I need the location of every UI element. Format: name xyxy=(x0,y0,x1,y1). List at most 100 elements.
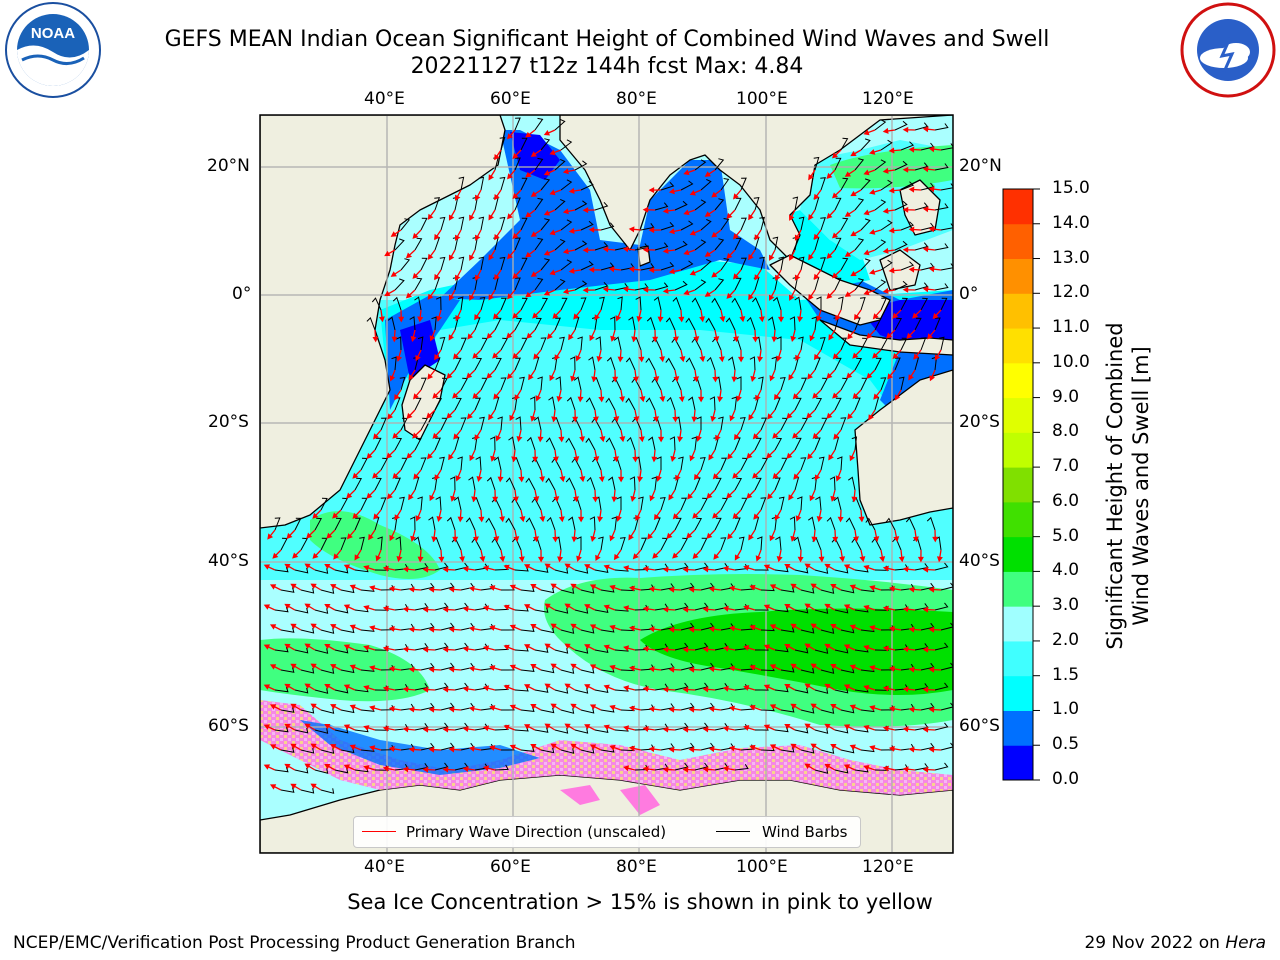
wind-barb xyxy=(555,376,562,391)
wave-direction-arrow xyxy=(573,309,582,320)
wave-direction-arrow xyxy=(571,529,578,543)
wave-direction-arrow xyxy=(642,286,656,293)
wave-direction-arrow xyxy=(668,706,682,713)
wave-direction-arrow xyxy=(832,229,842,239)
wind-barb xyxy=(800,588,815,594)
wind-barb xyxy=(453,496,462,511)
wave-direction-arrow xyxy=(668,489,676,501)
wave-direction-arrow xyxy=(408,626,422,633)
wave-direction-arrow xyxy=(912,309,922,319)
wave-direction-arrow xyxy=(269,744,282,751)
wave-direction-arrow xyxy=(349,744,362,751)
lon-label-bottom-120e: 120°E xyxy=(862,857,914,877)
wave-direction-arrow xyxy=(869,229,882,235)
wind-barb xyxy=(560,219,573,231)
colorbar-tick-label: 15.0 xyxy=(1052,178,1090,198)
wind-barb xyxy=(678,456,684,471)
wave-direction-arrow xyxy=(388,745,402,752)
wave-direction-arrow xyxy=(792,389,802,400)
wind-barb xyxy=(860,178,871,191)
wind-barb xyxy=(854,158,865,171)
wind-barb xyxy=(540,337,547,351)
wave-direction-arrow xyxy=(818,549,825,563)
wave-direction-arrow xyxy=(777,309,785,323)
wave-direction-arrow xyxy=(428,586,442,593)
wave-direction-arrow xyxy=(804,763,816,771)
wave-direction-arrow xyxy=(552,309,562,319)
wave-direction-arrow xyxy=(771,329,778,343)
wave-direction-arrow xyxy=(790,583,802,591)
wave-direction-arrow xyxy=(688,666,702,673)
wind-barb xyxy=(705,317,716,331)
wave-direction-arrow xyxy=(784,643,796,651)
wind-barb xyxy=(720,497,729,511)
wave-direction-arrow xyxy=(476,469,483,483)
wave-direction-arrow xyxy=(584,564,596,571)
wind-barb xyxy=(880,297,888,311)
wave-direction-arrow xyxy=(284,643,296,651)
wave-direction-arrow xyxy=(692,509,702,519)
wind-barb xyxy=(520,257,528,271)
wave-direction-arrow xyxy=(653,369,660,383)
wave-direction-arrow xyxy=(728,625,742,632)
wave-direction-arrow xyxy=(378,309,385,323)
wave-direction-arrow xyxy=(494,229,502,241)
wave-direction-arrow xyxy=(462,646,476,652)
wave-direction-arrow xyxy=(489,585,502,591)
wave-direction-arrow xyxy=(648,746,662,753)
wave-direction-arrow xyxy=(537,429,544,443)
wave-direction-arrow xyxy=(844,169,856,177)
wave-direction-arrow xyxy=(343,604,356,611)
wave-direction-arrow xyxy=(402,606,416,613)
wave-direction-arrow xyxy=(466,409,476,420)
wave-direction-arrow xyxy=(592,489,599,503)
wave-direction-arrow xyxy=(486,369,496,379)
wave-direction-arrow xyxy=(267,529,276,540)
wave-direction-arrow xyxy=(868,409,876,421)
wind-barb xyxy=(794,437,802,451)
wave-direction-arrow xyxy=(408,666,422,673)
wave-direction-arrow xyxy=(452,529,459,543)
wind-barb xyxy=(485,517,496,531)
wind-barb xyxy=(294,767,309,774)
wave-direction-arrow xyxy=(523,604,536,611)
wave-direction-arrow xyxy=(653,509,662,521)
wave-direction-arrow xyxy=(776,349,782,362)
wind-barb xyxy=(568,516,576,531)
wave-direction-arrow xyxy=(713,329,720,343)
wind-barb xyxy=(840,707,855,714)
wave-direction-arrow xyxy=(468,665,482,672)
wave-direction-legend-label: Primary Wave Direction (unscaled) xyxy=(406,823,667,841)
wave-direction-arrow xyxy=(808,289,816,301)
wave-direction-arrow xyxy=(702,726,716,733)
wave-direction-arrow xyxy=(772,469,782,479)
wind-barb xyxy=(588,356,596,371)
wave-direction-arrow xyxy=(432,389,442,399)
wave-direction-arrow xyxy=(693,369,699,383)
wave-direction-arrow xyxy=(846,369,856,379)
wind-barb xyxy=(600,222,615,231)
wind-barb xyxy=(431,316,437,331)
wave-direction-arrow xyxy=(732,469,742,479)
wave-direction-arrow xyxy=(886,329,896,339)
wind-barb xyxy=(460,337,467,351)
wind-barb xyxy=(574,688,589,694)
wave-direction-arrow xyxy=(908,706,922,713)
wave-direction-arrow xyxy=(882,645,896,652)
wind-barb xyxy=(374,437,382,451)
wind-barb xyxy=(554,608,569,614)
wind-barb xyxy=(894,240,908,251)
wind-barb xyxy=(754,477,762,491)
wind-barb xyxy=(669,436,676,451)
wind-barb xyxy=(646,316,656,331)
wind-barb xyxy=(574,568,589,574)
wave-direction-arrow xyxy=(708,666,722,673)
wave-direction-arrow xyxy=(396,549,403,563)
wave-direction-arrow xyxy=(882,167,896,174)
wave-direction-arrow xyxy=(713,549,722,560)
wave-direction-arrow xyxy=(533,529,539,543)
wave-direction-arrow xyxy=(530,744,542,751)
wave-direction-arrow xyxy=(269,784,282,791)
wind-barb xyxy=(854,397,861,411)
wave-direction-arrow xyxy=(628,529,636,541)
